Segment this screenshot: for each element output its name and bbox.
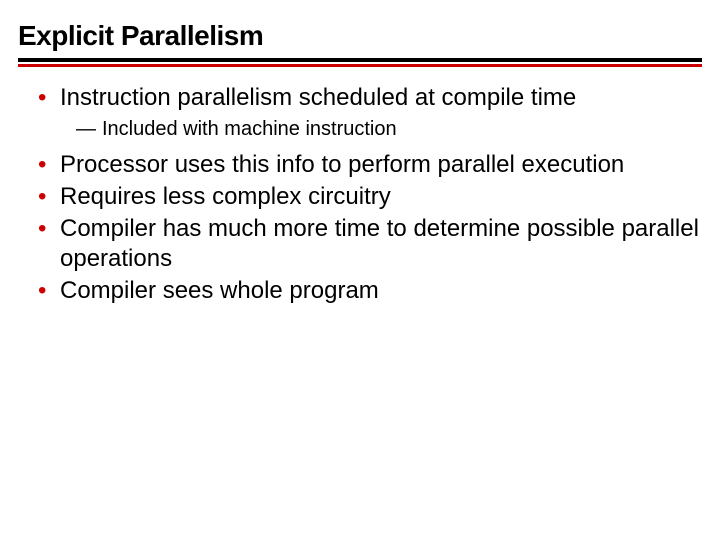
- list-item: Compiler sees whole program: [38, 276, 702, 306]
- bullet-list: Instruction parallelism scheduled at com…: [18, 83, 702, 306]
- divider-thick: [18, 58, 702, 62]
- slide-title: Explicit Parallelism: [18, 20, 702, 52]
- bullet-text: Compiler has much more time to determine…: [60, 215, 699, 272]
- bullet-text: Compiler sees whole program: [60, 277, 379, 304]
- bullet-text: Processor uses this info to perform para…: [60, 151, 624, 178]
- bullet-text: Requires less complex circuitry: [60, 183, 391, 210]
- bullet-text: Instruction parallelism scheduled at com…: [60, 84, 576, 111]
- list-item: Included with machine instruction: [82, 117, 702, 142]
- list-item: Instruction parallelism scheduled at com…: [38, 83, 702, 142]
- sub-bullet-list: Included with machine instruction: [60, 117, 702, 142]
- list-item: Compiler has much more time to determine…: [38, 214, 702, 274]
- slide: Explicit Parallelism Instruction paralle…: [0, 0, 720, 540]
- sub-bullet-text: Included with machine instruction: [102, 118, 397, 140]
- divider-thin: [18, 64, 702, 67]
- slide-content: Instruction parallelism scheduled at com…: [18, 83, 702, 306]
- list-item: Processor uses this info to perform para…: [38, 150, 702, 180]
- list-item: Requires less complex circuitry: [38, 182, 702, 212]
